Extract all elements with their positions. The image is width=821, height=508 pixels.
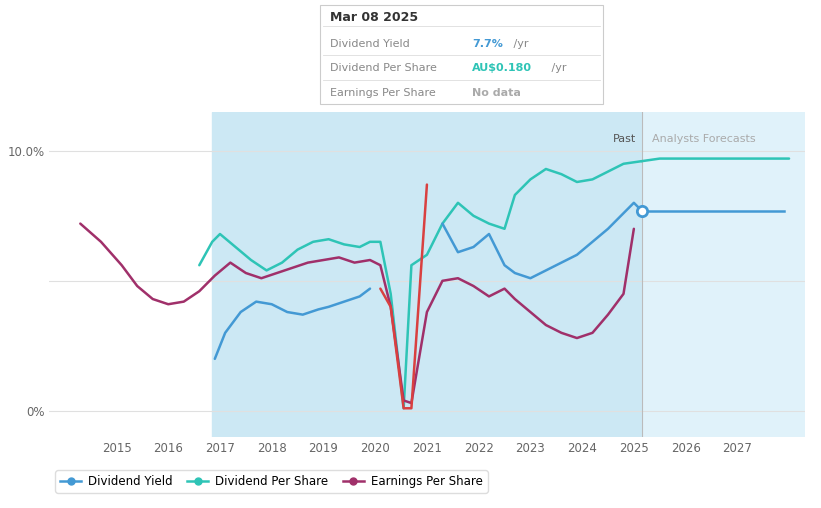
Text: Earnings Per Share: Earnings Per Share (330, 88, 436, 98)
Bar (642, 112, 805, 437)
Text: 7.7%: 7.7% (472, 39, 503, 49)
Text: Past: Past (613, 134, 636, 144)
Text: /yr: /yr (548, 64, 566, 73)
Text: No data: No data (472, 88, 521, 98)
Legend: Dividend Yield, Dividend Per Share, Earnings Per Share: Dividend Yield, Dividend Per Share, Earn… (55, 470, 488, 493)
Text: Analysts Forecasts: Analysts Forecasts (652, 134, 755, 144)
Text: Dividend Per Share: Dividend Per Share (330, 64, 437, 73)
Text: AU$0.180: AU$0.180 (472, 64, 532, 73)
Bar (212, 112, 642, 437)
Text: Mar 08 2025: Mar 08 2025 (330, 11, 418, 24)
Text: /yr: /yr (510, 39, 529, 49)
Text: Dividend Yield: Dividend Yield (330, 39, 410, 49)
Point (635, 207, 649, 215)
